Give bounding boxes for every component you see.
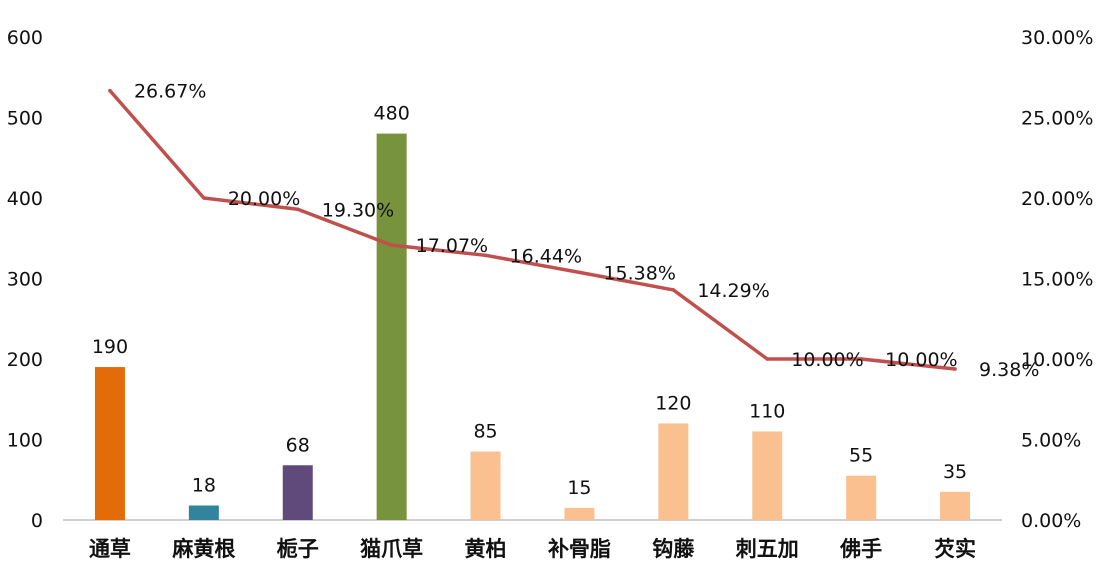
bar-value-label: 35	[943, 461, 967, 483]
line-point	[577, 270, 582, 275]
line-value-label: 20.00%	[228, 188, 300, 210]
y-right-tick-label: 30.00%	[1021, 27, 1093, 49]
bar-value-label: 120	[655, 392, 691, 414]
y-left-tick-label: 500	[7, 108, 43, 130]
bar	[564, 507, 595, 520]
line-point	[108, 88, 112, 93]
x-category-label: 麻黄根	[171, 537, 235, 561]
y-left-tick-label: 100	[7, 430, 43, 452]
line-value-label: 19.30%	[322, 199, 394, 221]
percentage-line	[108, 89, 956, 371]
y-left-tick-label: 200	[7, 349, 43, 371]
x-category-label: 刺五加	[736, 537, 799, 561]
bar	[658, 423, 689, 520]
bar-value-label: 68	[286, 434, 310, 456]
x-category-label: 钩藤	[652, 537, 695, 561]
bar	[846, 475, 877, 520]
bar	[470, 451, 501, 520]
axes-group: 0 100 200 300 400 500 600 0.00% 5.00% 10.00% 15.00…	[7, 27, 1094, 561]
line-value-label: 17.07%	[416, 235, 488, 257]
x-category-label: 栀子	[277, 537, 319, 561]
y-right-tick-label: 5.00%	[1021, 430, 1081, 452]
bar-value-label: 18	[192, 475, 216, 497]
bar-value-label: 110	[749, 400, 785, 422]
bar-value-label: 85	[473, 421, 497, 443]
line-point	[483, 253, 488, 258]
x-category-label: 芡实	[934, 537, 976, 561]
bar	[188, 505, 219, 520]
line-point	[671, 288, 676, 292]
line-point	[859, 357, 863, 361]
y-left-tick-label: 600	[7, 27, 43, 49]
bar	[282, 465, 313, 520]
y-left-tick-label: 400	[7, 188, 43, 210]
bar-value-label: 190	[92, 336, 128, 358]
bar-value-label: 55	[849, 445, 873, 467]
line-point	[389, 243, 394, 247]
bar-value-label: 480	[374, 103, 410, 125]
x-category-label: 猫爪草	[360, 537, 423, 561]
line-value-label: 26.67%	[134, 81, 206, 103]
line-group	[108, 88, 957, 371]
y-right-tick-label: 0.00%	[1021, 510, 1081, 532]
labels-group: 190 18 68 480 85 15 120 110 55 35 26.67% 20.00% 19.3…	[92, 81, 1040, 499]
bar	[752, 431, 783, 520]
line-point	[202, 196, 206, 200]
line-value-label: 14.29%	[697, 280, 769, 302]
y-right-tick-label: 10.00%	[1021, 349, 1093, 371]
x-category-label: 通草	[89, 537, 131, 561]
y-left-tick-label: 300	[7, 269, 43, 291]
y-right-tick-label: 20.00%	[1021, 188, 1093, 210]
y-right-tick-label: 25.00%	[1021, 108, 1093, 130]
line-value-label: 16.44%	[510, 245, 582, 267]
bars-group	[94, 133, 971, 520]
bar	[94, 367, 125, 520]
line-point	[765, 357, 770, 361]
line-point	[953, 367, 957, 371]
bar	[376, 133, 407, 520]
x-category-label: 黄柏	[465, 537, 507, 561]
bar-value-label: 15	[567, 477, 591, 499]
line-value-label: 10.00%	[791, 349, 863, 371]
x-category-label: 佛手	[839, 537, 882, 561]
bar	[940, 491, 971, 520]
line-point	[295, 207, 300, 212]
line-value-label: 9.38%	[979, 359, 1039, 381]
y-right-tick-label: 15.00%	[1021, 269, 1093, 291]
line-value-label: 15.38%	[603, 262, 675, 284]
line-value-label: 10.00%	[885, 349, 957, 371]
y-left-tick-label: 0	[31, 510, 43, 532]
x-category-label: 补骨脂	[547, 537, 611, 561]
